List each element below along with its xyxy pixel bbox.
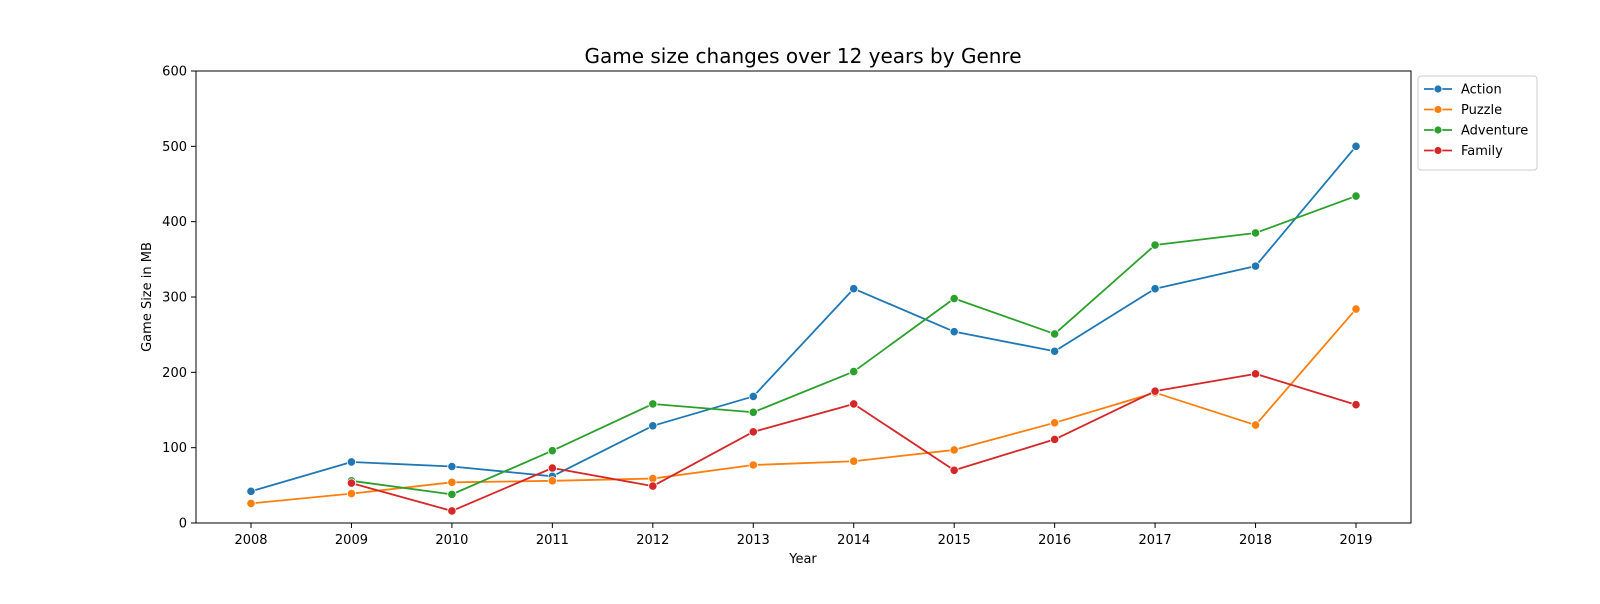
legend-marker-action bbox=[1433, 84, 1443, 94]
legend-box bbox=[1417, 75, 1538, 171]
data-point-adventure bbox=[849, 366, 859, 377]
y-tick-label: 0 bbox=[179, 517, 187, 532]
legend-marker-adventure bbox=[1433, 125, 1443, 135]
data-point-family bbox=[849, 399, 859, 409]
series-line-action bbox=[250, 145, 1357, 493]
y-tick-label: 300 bbox=[162, 291, 187, 306]
x-tick-label: 2010 bbox=[435, 533, 468, 548]
data-point-puzzle bbox=[949, 445, 959, 455]
data-point-puzzle bbox=[1050, 418, 1060, 428]
series-line-puzzle bbox=[250, 308, 1357, 505]
series-adventure bbox=[346, 191, 1361, 499]
y-tick-label: 500 bbox=[162, 140, 187, 155]
y-axis-label: Game Size in MB bbox=[140, 242, 155, 352]
data-point-family bbox=[748, 427, 758, 437]
series-line-adventure bbox=[350, 195, 1357, 496]
data-point-family bbox=[1150, 386, 1160, 396]
data-point-action bbox=[1050, 346, 1060, 356]
legend: Action Puzzle Adventure Family bbox=[1417, 75, 1538, 171]
x-tick-label: 2014 bbox=[837, 533, 870, 548]
data-point-action bbox=[1250, 261, 1261, 271]
series-line-family bbox=[350, 372, 1357, 512]
series-action bbox=[246, 141, 1361, 496]
x-tick-label: 2008 bbox=[234, 533, 267, 548]
data-point-action bbox=[849, 284, 859, 294]
data-point-adventure bbox=[1050, 329, 1060, 339]
data-point-puzzle bbox=[849, 456, 859, 466]
data-point-family bbox=[447, 506, 457, 516]
data-point-action bbox=[447, 461, 457, 472]
legend-label-puzzle: Puzzle bbox=[1461, 103, 1502, 118]
x-axis-label: Year bbox=[788, 552, 817, 567]
data-point-adventure bbox=[949, 293, 959, 304]
data-point-family bbox=[547, 463, 557, 473]
x-tick-label: 2017 bbox=[1139, 533, 1172, 548]
x-tick-label: 2012 bbox=[636, 533, 669, 548]
data-point-family bbox=[1050, 434, 1060, 444]
x-tick-label: 2011 bbox=[536, 533, 569, 548]
data-point-puzzle bbox=[246, 498, 256, 509]
chart-title: Game size changes over 12 years by Genre bbox=[584, 44, 1021, 68]
data-point-adventure bbox=[447, 489, 457, 499]
data-point-adventure bbox=[748, 407, 758, 417]
y-tick-label: 100 bbox=[162, 441, 187, 456]
data-point-action bbox=[1351, 141, 1361, 151]
data-point-adventure bbox=[1150, 240, 1160, 250]
legend-label-action: Action bbox=[1461, 83, 1502, 98]
y-tick-label: 200 bbox=[162, 366, 187, 381]
legend-marker-family bbox=[1433, 146, 1443, 155]
data-point-action bbox=[1150, 284, 1160, 294]
x-tick-label: 2013 bbox=[737, 533, 770, 548]
plot-frame bbox=[195, 70, 1412, 524]
data-point-puzzle bbox=[547, 476, 557, 486]
data-point-action bbox=[748, 391, 758, 402]
y-tick-label: 600 bbox=[162, 65, 187, 80]
data-point-family bbox=[1351, 400, 1361, 410]
data-point-puzzle bbox=[748, 460, 758, 470]
data-point-family bbox=[648, 481, 658, 491]
data-point-family bbox=[346, 478, 357, 488]
legend-label-adventure: Adventure bbox=[1461, 124, 1528, 139]
data-point-adventure bbox=[1250, 228, 1261, 238]
data-point-action bbox=[949, 327, 959, 337]
data-point-action bbox=[648, 421, 658, 431]
data-point-puzzle bbox=[447, 477, 457, 487]
data-point-puzzle bbox=[1351, 304, 1361, 314]
x-tick-label: 2015 bbox=[938, 533, 971, 548]
data-point-action bbox=[346, 457, 357, 467]
data-point-adventure bbox=[648, 399, 658, 409]
series-family bbox=[346, 369, 1361, 516]
x-tick-label: 2009 bbox=[335, 533, 368, 548]
data-point-puzzle bbox=[346, 489, 357, 499]
legend-marker-puzzle bbox=[1433, 105, 1443, 114]
data-point-family bbox=[1250, 369, 1261, 379]
data-point-puzzle bbox=[1250, 420, 1261, 430]
x-tick-label: 2019 bbox=[1339, 533, 1372, 548]
series-puzzle bbox=[246, 304, 1361, 509]
legend-label-family: Family bbox=[1461, 144, 1503, 159]
data-point-adventure bbox=[547, 446, 557, 456]
data-point-adventure bbox=[1351, 191, 1361, 201]
y-tick-label: 400 bbox=[162, 215, 187, 230]
data-point-family bbox=[949, 465, 959, 475]
x-tick-label: 2016 bbox=[1038, 533, 1071, 548]
x-tick-label: 2018 bbox=[1239, 533, 1272, 548]
data-point-action bbox=[246, 486, 256, 496]
